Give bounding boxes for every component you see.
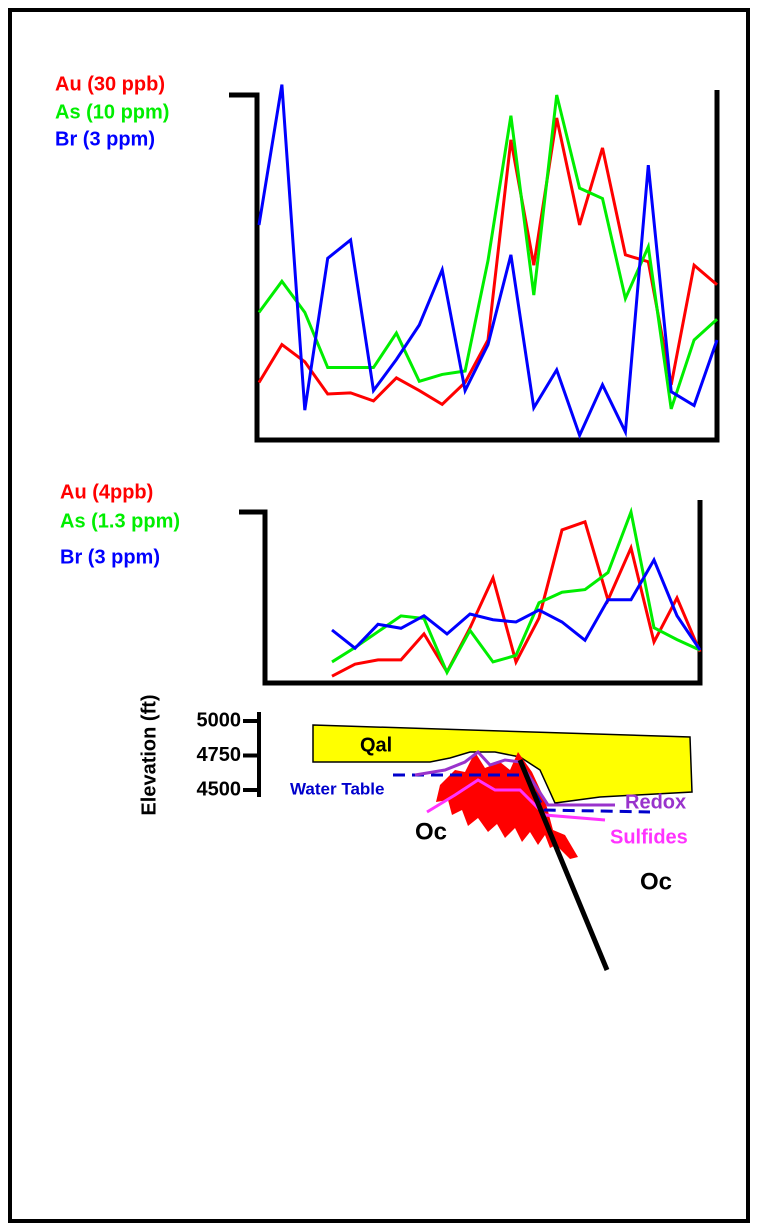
series-line xyxy=(331,556,702,651)
series-line xyxy=(257,84,719,440)
frame xyxy=(8,8,750,1223)
label: Oc xyxy=(415,818,447,845)
redox-line xyxy=(414,749,615,807)
legend-label: Au (4ppb) xyxy=(60,481,153,503)
legend-label: Br (3 ppm) xyxy=(55,128,155,150)
legend-label: Br (3 ppm) xyxy=(60,546,160,568)
ore-body xyxy=(436,752,578,859)
cross-section: Qal Water Table Redox Sulfides Oc Oc Ele… xyxy=(138,694,693,971)
y-tick-label: 4750 xyxy=(197,744,242,766)
label: Water Table xyxy=(290,779,384,798)
label: Sulfides xyxy=(610,826,688,848)
label: Redox xyxy=(625,791,686,813)
label: Oc xyxy=(640,868,672,895)
series-line xyxy=(331,519,702,678)
legend-label: As (1.3 ppm) xyxy=(60,510,180,532)
y-tick-label: 5000 xyxy=(197,709,242,731)
label: Qal xyxy=(360,734,392,756)
legend-label: Au (30 ppb) xyxy=(55,73,165,95)
y-tick-label: 4500 xyxy=(197,778,242,800)
y-axis-label: Elevation (ft) xyxy=(138,694,160,815)
series-line xyxy=(331,506,701,676)
legend-label: As (10 ppm) xyxy=(55,101,169,123)
fault xyxy=(517,759,610,971)
